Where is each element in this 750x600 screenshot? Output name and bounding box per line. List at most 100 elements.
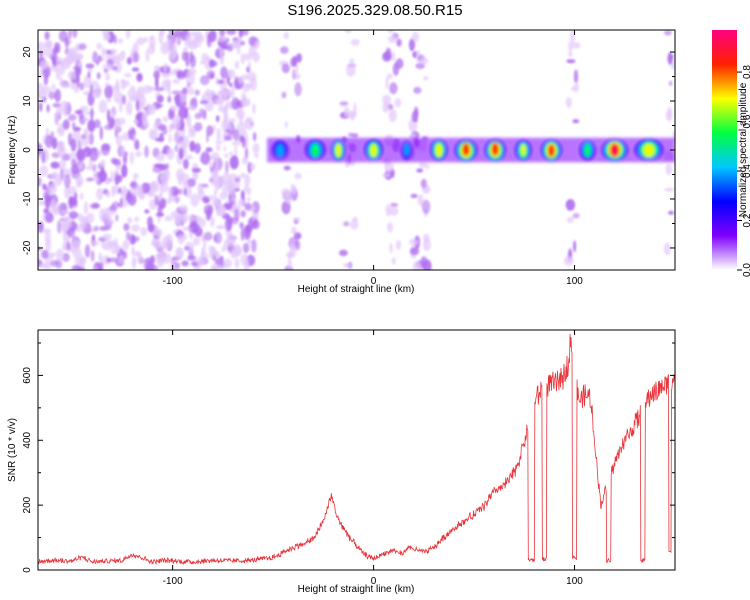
noise-blob [100,159,106,167]
noise-blob [125,30,131,39]
noise-blob [106,258,112,263]
noise-blob [568,40,573,52]
noise-blob [287,251,294,258]
noise-blob [175,247,184,259]
noise-blob [231,39,242,49]
noise-blob [115,134,123,146]
noise-blob [218,90,228,96]
noise-blob [61,210,71,215]
noise-blob [54,88,61,103]
noise-blob [79,215,88,229]
noise-blob [155,75,159,89]
signal-segment [330,138,347,162]
signal-segment [599,137,630,162]
noise-blob [186,51,190,58]
noise-blob [181,260,189,267]
noise-blobs [38,30,675,270]
noise-blob [174,93,181,107]
noise-blob [141,112,148,126]
noise-blob [105,31,109,40]
noise-blob [240,172,246,179]
noise-blob [240,52,245,65]
noise-blob [571,42,581,49]
noise-blob [59,159,66,171]
noise-blob [130,224,140,232]
noise-blob [234,177,241,183]
noise-blob [72,122,76,129]
y-tick-label: 600 [22,367,33,384]
noise-blob [121,164,128,178]
noise-blob [99,261,104,270]
noise-blob [247,71,257,83]
noise-blob [192,237,200,246]
noise-blob [90,240,100,247]
noise-blob [240,210,246,218]
noise-blob [144,145,149,158]
noise-blob [192,215,202,222]
noise-blob [238,30,244,38]
noise-blob [664,30,672,36]
noise-blob [98,99,108,113]
noise-blob [213,165,219,177]
noise-blob [215,224,226,230]
noise-blob [66,241,71,252]
noise-blob [56,220,62,234]
noise-blob [424,185,429,192]
noise-blob [108,205,117,212]
noise-blob [52,102,62,108]
noise-blob [83,128,90,135]
noise-blob [62,234,71,243]
noise-blob [224,135,232,141]
noise-blob [51,83,56,91]
noise-blob [167,96,172,103]
noise-blob [391,51,396,62]
noise-blob [179,118,185,132]
noise-blob [75,54,83,60]
noise-blob [99,208,106,222]
noise-blob [216,176,226,188]
noise-blob [182,47,188,52]
noise-blob [182,226,191,231]
noise-blob [346,110,357,119]
noise-blob [85,63,95,69]
noise-blob [70,138,77,152]
noise-blob [234,60,240,70]
noise-blob [343,221,350,227]
x-tick-label: 0 [371,576,377,587]
noise-blob [98,55,102,63]
signal-segment [513,138,534,162]
noise-blob [42,86,52,94]
noise-blob [242,30,249,36]
noise-blob [409,247,420,256]
noise-blob [156,153,165,162]
noise-blob [87,68,93,73]
noise-blob [56,57,64,68]
signal-segment [578,139,598,162]
noise-blob [573,69,579,84]
noise-blob [129,151,134,165]
noise-blob [96,72,101,80]
noise-blob [183,246,190,251]
noise-blob [165,79,172,88]
noise-blob [72,247,82,260]
noise-blob [168,186,172,200]
noise-blob [281,91,287,99]
signal-contour [335,143,342,157]
noise-blob [350,39,360,46]
noise-blob [171,118,181,130]
noise-blob [186,105,197,111]
noise-blob [251,239,257,253]
noise-blob [252,51,260,63]
noise-blob [156,253,165,268]
noise-blob [110,118,116,127]
noise-blob [156,94,164,103]
noise-blob [391,257,396,265]
noise-blob [110,48,118,55]
noise-blob [56,106,64,116]
colorbar-tick-label: 0.0 [742,263,750,277]
noise-blob [162,116,169,122]
noise-blob [251,219,260,230]
noise-blob [240,227,245,242]
noise-blob [228,183,236,196]
